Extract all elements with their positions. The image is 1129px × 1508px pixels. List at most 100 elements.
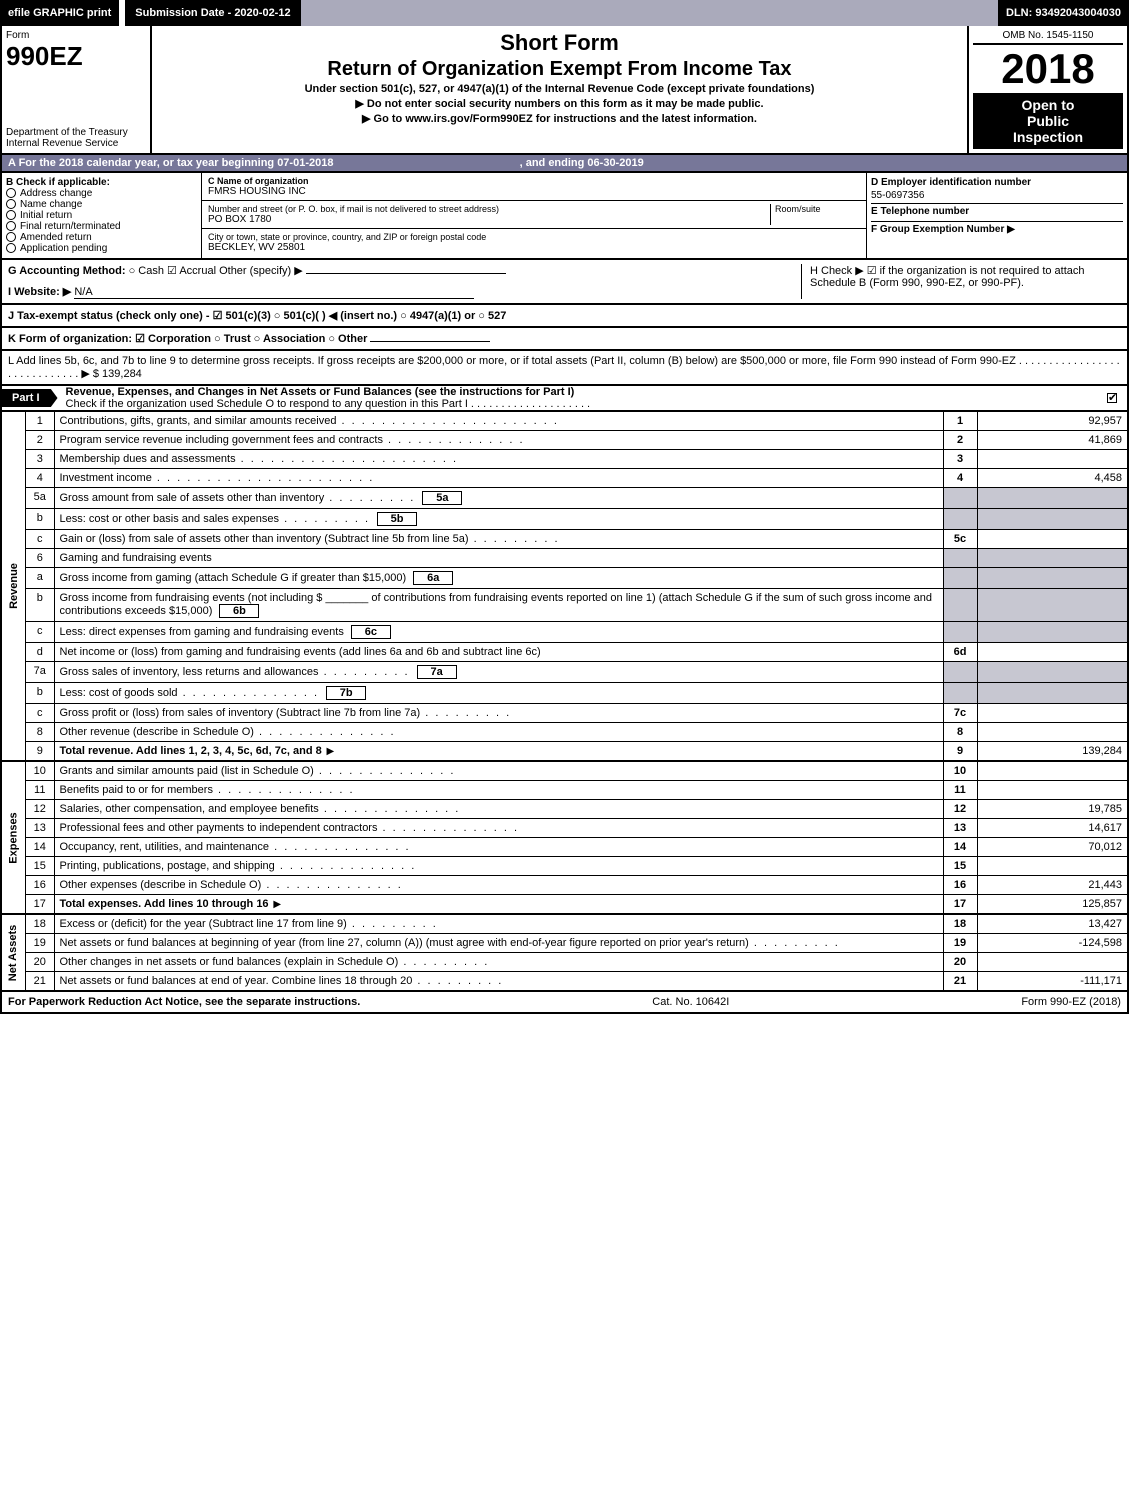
l12-text: Salaries, other compensation, and employ… xyxy=(54,800,943,819)
l21-num: 21 xyxy=(26,972,54,991)
footer-mid: Cat. No. 10642I xyxy=(652,996,729,1008)
l6a-text: Gross income from gaming (attach Schedul… xyxy=(54,568,943,589)
l5b-sub: 5b xyxy=(377,512,417,526)
l13-num: 13 xyxy=(26,819,54,838)
l9-num: 9 xyxy=(26,742,54,761)
l7c-bn: 7c xyxy=(943,704,977,723)
l14-bn: 14 xyxy=(943,838,977,857)
l1-amt: 92,957 xyxy=(977,412,1127,431)
chk-pending[interactable] xyxy=(6,243,16,253)
l10-text: Grants and similar amounts paid (list in… xyxy=(54,762,943,781)
l6-shade xyxy=(943,549,977,568)
l11-text: Benefits paid to or for members xyxy=(54,781,943,800)
l-amt: 139,284 xyxy=(99,368,142,380)
l1-bn: 1 xyxy=(943,412,977,431)
k-text: K Form of organization: ☑ Corporation ○ … xyxy=(8,333,367,345)
l3-text: Membership dues and assessments xyxy=(54,450,943,469)
l16-bn: 16 xyxy=(943,876,977,895)
omb-number: OMB No. 1545-1150 xyxy=(973,30,1123,45)
l6a-shade xyxy=(943,568,977,589)
l16-num: 16 xyxy=(26,876,54,895)
l19-bn: 19 xyxy=(943,934,977,953)
expenses-side-label: Expenses xyxy=(2,762,26,913)
dept-treasury: Department of the Treasury xyxy=(6,127,146,138)
under-section: Under section 501(c), 527, or 4947(a)(1)… xyxy=(162,83,957,95)
l2-bn: 2 xyxy=(943,431,977,450)
chk-final[interactable] xyxy=(6,221,16,231)
j-text: J Tax-exempt status (check only one) - ☑… xyxy=(8,310,506,322)
open3: Inspection xyxy=(975,129,1121,145)
opt-address: Address change xyxy=(20,188,92,199)
l5a-sub: 5a xyxy=(422,491,462,505)
opt-initial: Initial return xyxy=(20,210,72,221)
l7a-num: 7a xyxy=(26,662,54,683)
l7b-amt xyxy=(977,683,1127,704)
l9-text: Total revenue. Add lines 1, 2, 3, 4, 5c,… xyxy=(54,742,943,761)
l8-text: Other revenue (describe in Schedule O) xyxy=(54,723,943,742)
l6d-bn: 6d xyxy=(943,643,977,662)
l16-amt: 21,443 xyxy=(977,876,1127,895)
l20-amt xyxy=(977,953,1127,972)
form-number: 990EZ xyxy=(6,41,146,72)
chk-address-change[interactable] xyxy=(6,188,16,198)
l18-text: Excess or (deficit) for the year (Subtra… xyxy=(54,915,943,934)
expenses-table: 10Grants and similar amounts paid (list … xyxy=(26,762,1127,913)
l3-num: 3 xyxy=(26,450,54,469)
l10-bn: 10 xyxy=(943,762,977,781)
box-d: D Employer identification number 55-0697… xyxy=(867,173,1127,258)
chk-initial[interactable] xyxy=(6,210,16,220)
l7b-num: b xyxy=(26,683,54,704)
c-street-label: Number and street (or P. O. box, if mail… xyxy=(208,204,770,214)
l4-text: Investment income xyxy=(54,469,943,488)
l15-text: Printing, publications, postage, and shi… xyxy=(54,857,943,876)
l6-text: Gaming and fundraising events xyxy=(54,549,943,568)
expenses-section: Expenses 10Grants and similar amounts pa… xyxy=(0,762,1129,915)
l18-bn: 18 xyxy=(943,915,977,934)
l14-text: Occupancy, rent, utilities, and maintena… xyxy=(54,838,943,857)
efile-label: efile GRAPHIC print xyxy=(0,0,119,26)
ein-value: 55-0697356 xyxy=(871,190,1123,201)
l5b-shade xyxy=(943,509,977,530)
l17-text: Total expenses. Add lines 10 through 16 xyxy=(54,895,943,914)
dept-irs: Internal Revenue Service xyxy=(6,138,146,149)
ribbon-spacer xyxy=(301,0,998,26)
l2-text: Program service revenue including govern… xyxy=(54,431,943,450)
l5c-text: Gain or (loss) from sale of assets other… xyxy=(54,530,943,549)
website-value: N/A xyxy=(74,286,474,299)
part1-tag: Part I xyxy=(2,389,58,407)
l7a-amt xyxy=(977,662,1127,683)
l9-bn: 9 xyxy=(943,742,977,761)
revenue-section: Revenue 1Contributions, gifts, grants, a… xyxy=(0,412,1129,762)
l11-bn: 11 xyxy=(943,781,977,800)
l17-num: 17 xyxy=(26,895,54,914)
l21-text: Net assets or fund balances at end of ye… xyxy=(54,972,943,991)
row-k: K Form of organization: ☑ Corporation ○ … xyxy=(0,328,1129,351)
l1-num: 1 xyxy=(26,412,54,431)
l13-amt: 14,617 xyxy=(977,819,1127,838)
l18-amt: 13,427 xyxy=(977,915,1127,934)
arrow-ssn: ▶ Do not enter social security numbers o… xyxy=(162,97,957,110)
l16-text: Other expenses (describe in Schedule O) xyxy=(54,876,943,895)
box-c: C Name of organization FMRS HOUSING INC … xyxy=(202,173,867,258)
l7c-text: Gross profit or (loss) from sales of inv… xyxy=(54,704,943,723)
l15-num: 15 xyxy=(26,857,54,876)
l7c-amt xyxy=(977,704,1127,723)
l7b-shade xyxy=(943,683,977,704)
open-inspection-box: Open to Public Inspection xyxy=(973,93,1123,149)
group-label: F Group Exemption Number ▶ xyxy=(871,221,1123,235)
l11-amt xyxy=(977,781,1127,800)
l8-amt xyxy=(977,723,1127,742)
l17-bn: 17 xyxy=(943,895,977,914)
l4-num: 4 xyxy=(26,469,54,488)
k-other-line[interactable] xyxy=(370,341,490,342)
g-other-line[interactable] xyxy=(306,273,506,274)
chk-amended[interactable] xyxy=(6,232,16,242)
l3-bn: 3 xyxy=(943,450,977,469)
part1-checkbox[interactable] xyxy=(1107,393,1117,403)
l1-text: Contributions, gifts, grants, and simila… xyxy=(54,412,943,431)
l21-amt: -111,171 xyxy=(977,972,1127,991)
submission-date: Submission Date - 2020-02-12 xyxy=(125,0,300,26)
chk-name-change[interactable] xyxy=(6,199,16,209)
l12-bn: 12 xyxy=(943,800,977,819)
org-city: BECKLEY, WV 25801 xyxy=(208,242,860,253)
